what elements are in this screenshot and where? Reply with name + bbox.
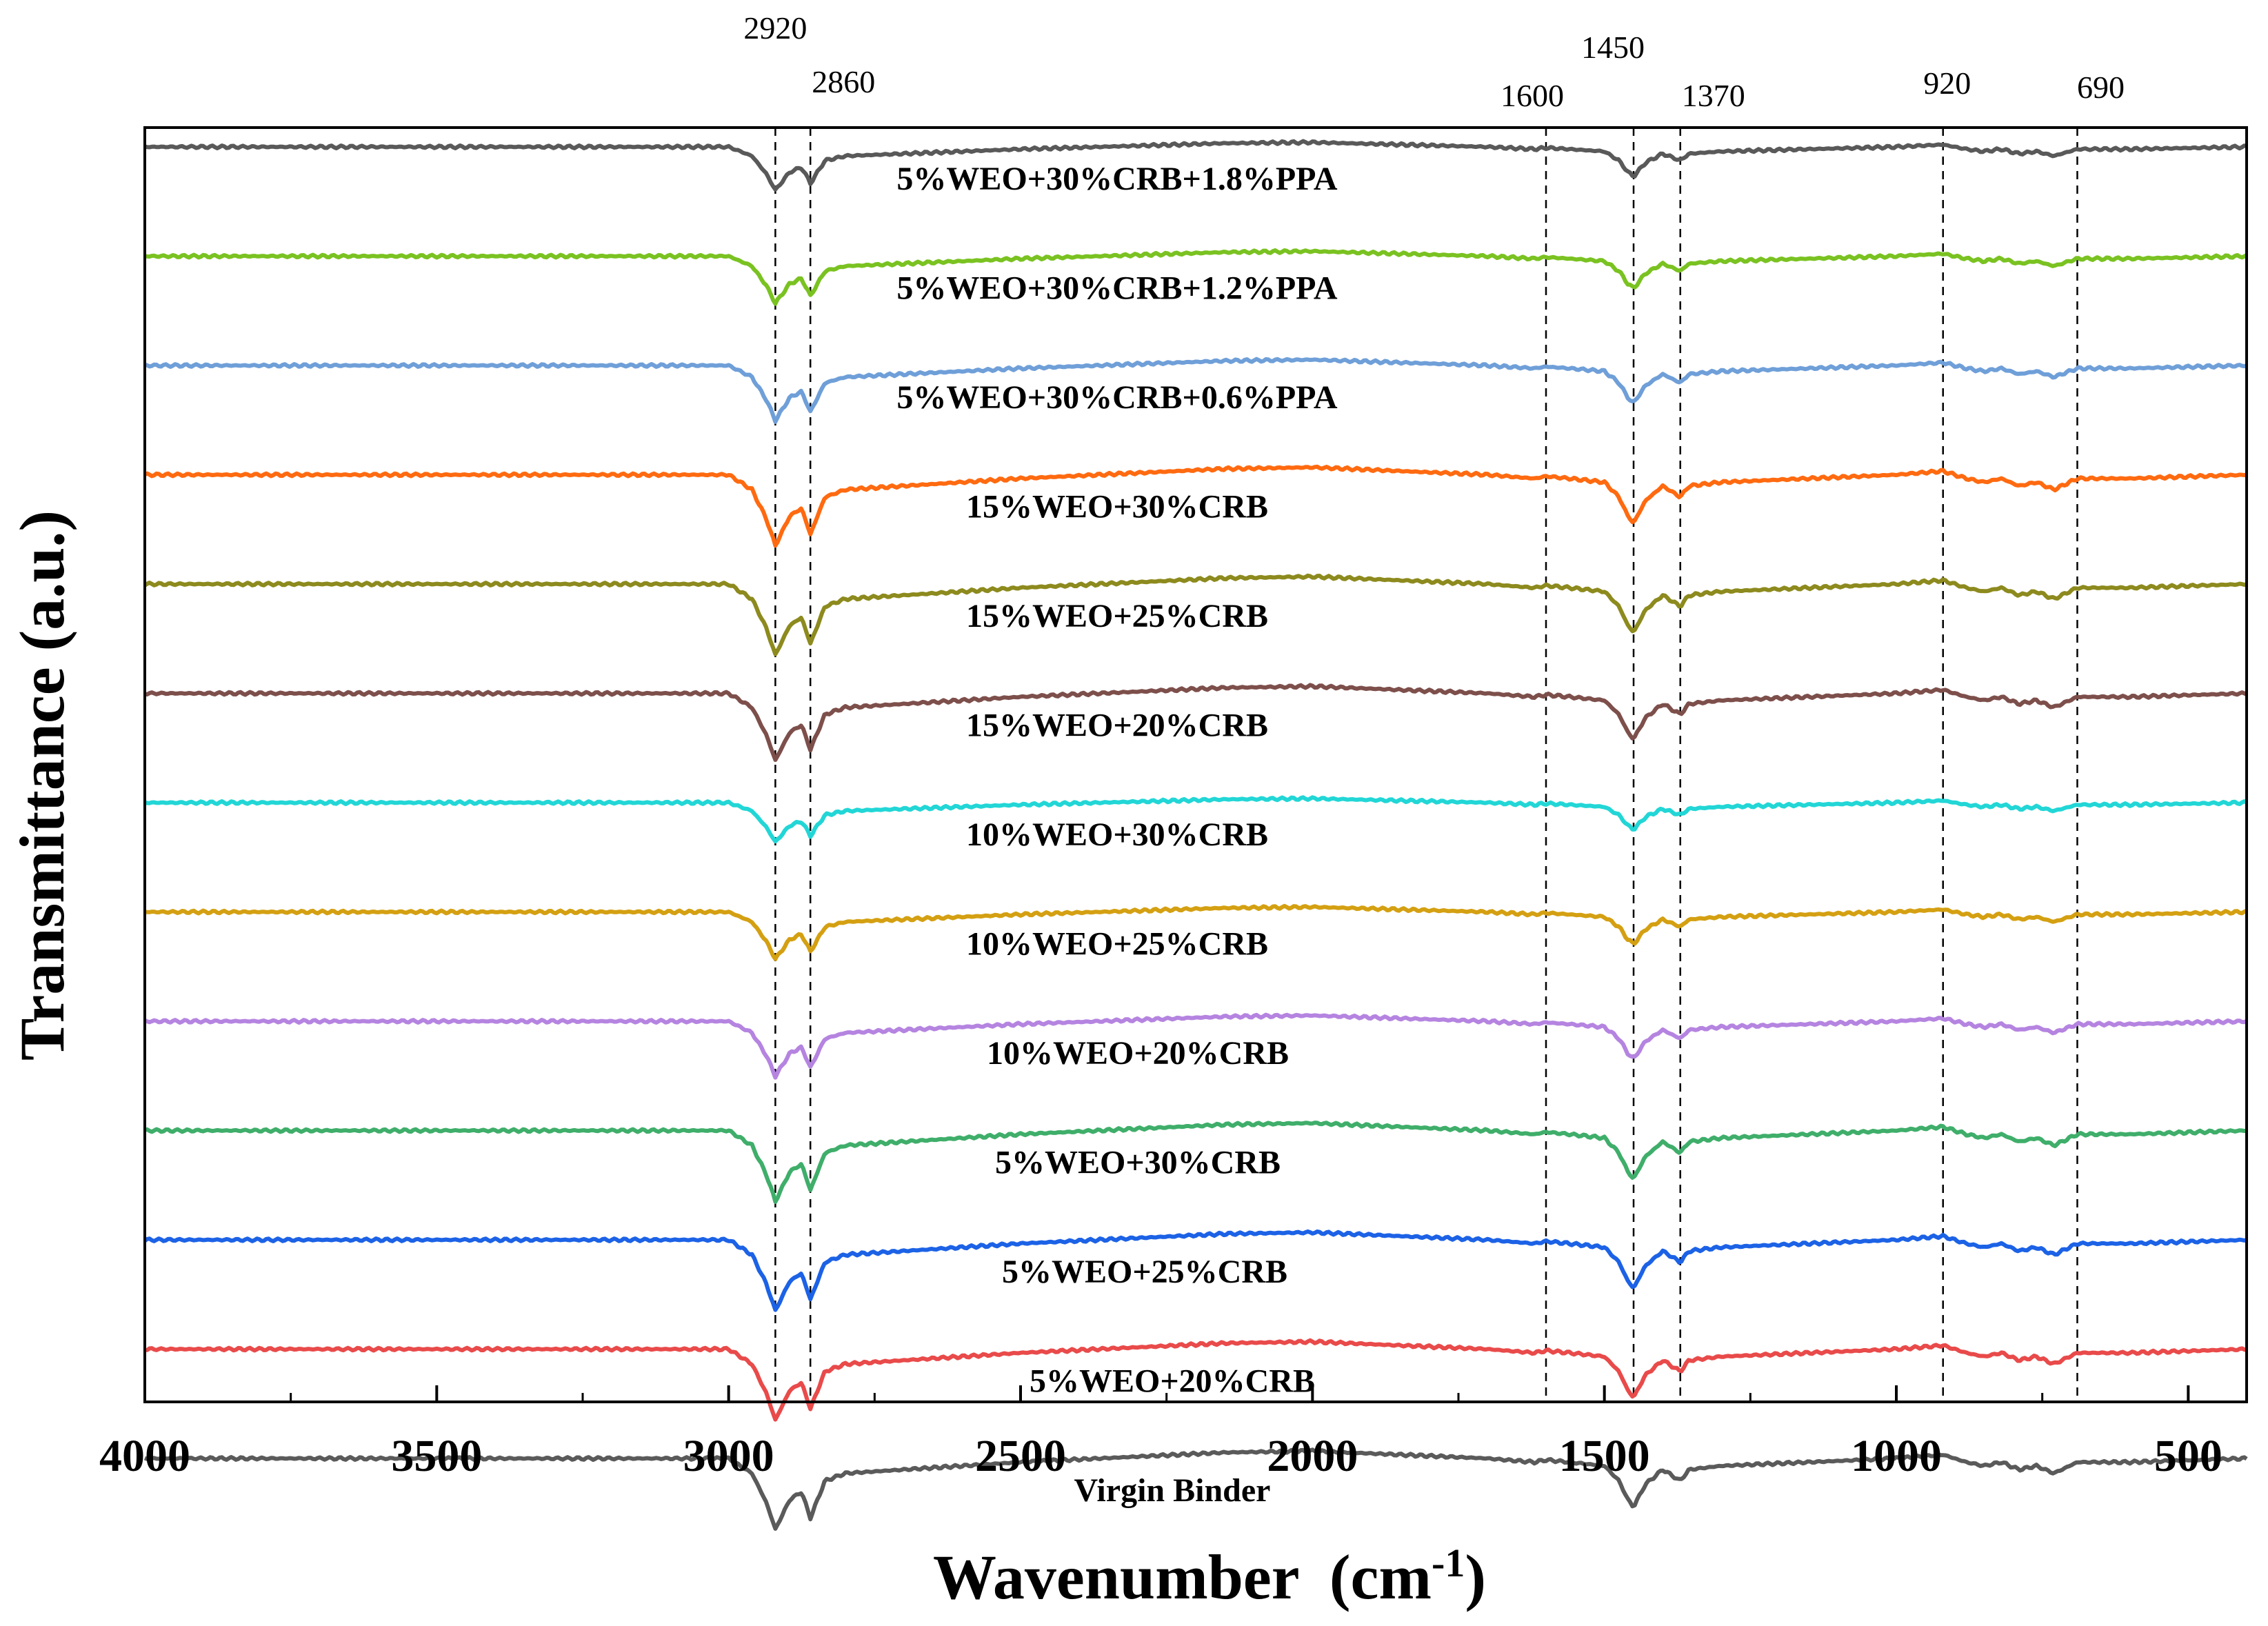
x-tick-label-2000: 2000 [1267, 1431, 1358, 1481]
peak-label-1600: 1600 [1501, 78, 1564, 113]
series-line-1 [144, 248, 2248, 306]
peak-label-920: 920 [1923, 66, 1971, 101]
peak-label-1450: 1450 [1581, 30, 1645, 65]
series-label-2: 5%WEO+30%CRB+0.6%PPA [896, 379, 1337, 416]
series-label-11: 5%WEO+20%CRB [1030, 1363, 1315, 1400]
series-line-2 [144, 357, 2247, 424]
series-line-9 [144, 1121, 2247, 1204]
series-line-8 [144, 1012, 2248, 1080]
series-label-9: 5%WEO+30%CRB [995, 1145, 1281, 1181]
series-line-11 [144, 1338, 2247, 1422]
peak-label-1370: 1370 [1682, 78, 1745, 113]
series-label-3: 15%WEO+30%CRB [966, 489, 1268, 525]
series-line-3 [143, 464, 2247, 548]
series-label-8: 10%WEO+20%CRB [987, 1035, 1289, 1072]
series-line-6 [143, 795, 2248, 844]
x-tick-label-1000: 1000 [1851, 1431, 1942, 1481]
peak-label-2920: 2920 [743, 10, 807, 46]
series-label-1: 5%WEO+30%CRB+1.2%PPA [896, 270, 1337, 307]
series-label-4: 15%WEO+25%CRB [966, 598, 1268, 634]
series-line-4 [143, 573, 2247, 656]
x-tick-label-2500: 2500 [975, 1431, 1066, 1481]
series-label-5: 15%WEO+20%CRB [966, 707, 1268, 744]
x-tick-label-3500: 3500 [391, 1431, 482, 1481]
peak-label-2860: 2860 [812, 64, 875, 99]
x-axis-title: Wavenumber (cm-1) [933, 1540, 1486, 1612]
x-tick-label-3000: 3000 [683, 1431, 774, 1481]
series-label-12: Virgin Binder [1074, 1472, 1271, 1509]
series-label-6: 10%WEO+30%CRB [966, 816, 1268, 853]
x-tick-label-1500: 1500 [1559, 1431, 1650, 1481]
series-line-0 [144, 139, 2247, 192]
y-axis-title: Transmittance (a.u.) [7, 510, 77, 1061]
series-label-7: 10%WEO+25%CRB [966, 926, 1268, 963]
series-label-0: 5%WEO+30%CRB+1.8%PPA [896, 161, 1337, 197]
series-line-12 [143, 1447, 2248, 1531]
series-line-7 [144, 903, 2248, 961]
series-line-10 [143, 1229, 2247, 1312]
plot-frame [143, 126, 2248, 1403]
series-label-10: 5%WEO+25%CRB [1002, 1254, 1287, 1290]
series-line-5 [144, 683, 2248, 762]
x-tick-label-500: 500 [2154, 1431, 2222, 1481]
x-tick-label-4000: 4000 [99, 1431, 190, 1481]
peak-label-690: 690 [2077, 70, 2125, 105]
